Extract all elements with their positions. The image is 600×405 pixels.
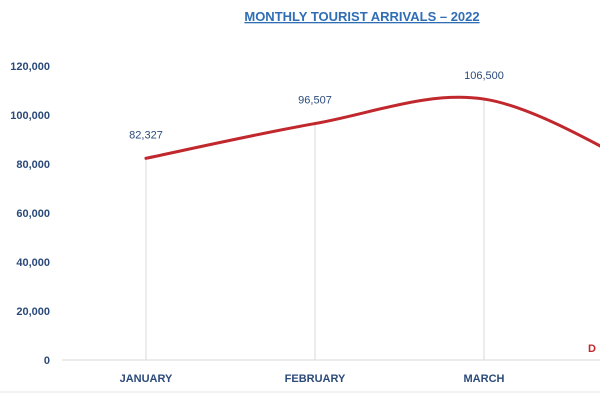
x-tick-label: FEBRUARY bbox=[285, 373, 346, 385]
x-tick-label: JANUARY bbox=[120, 373, 173, 385]
y-tick-label: 120,000 bbox=[10, 61, 50, 73]
series bbox=[144, 95, 600, 160]
clipped-label: D bbox=[588, 343, 596, 355]
y-tick-label: 0 bbox=[44, 355, 50, 367]
y-tick-label: 80,000 bbox=[16, 159, 50, 171]
x-tick-label: MARCH bbox=[464, 373, 505, 385]
data-label: 96,507 bbox=[298, 95, 332, 107]
data-label: 82,327 bbox=[129, 129, 163, 141]
chart-title: MONTHLY TOURIST ARRIVALS – 2022 bbox=[244, 9, 479, 24]
data-point bbox=[144, 156, 148, 160]
data-point bbox=[482, 97, 486, 101]
y-tick-label: 40,000 bbox=[16, 257, 50, 269]
axes: 0 20,000 40,000 60,000 80,000 100,000 120,000 J… bbox=[0, 61, 600, 393]
data-label: 106,500 bbox=[464, 70, 504, 82]
y-tick-label: 100,000 bbox=[10, 110, 50, 122]
grid bbox=[145, 99, 485, 360]
y-tick-label: 20,000 bbox=[16, 306, 50, 318]
data-point bbox=[313, 122, 317, 126]
y-tick-label: 60,000 bbox=[16, 208, 50, 220]
data-labels: 82,327 96,507 106,500 bbox=[129, 70, 504, 141]
series-line bbox=[144, 95, 600, 160]
